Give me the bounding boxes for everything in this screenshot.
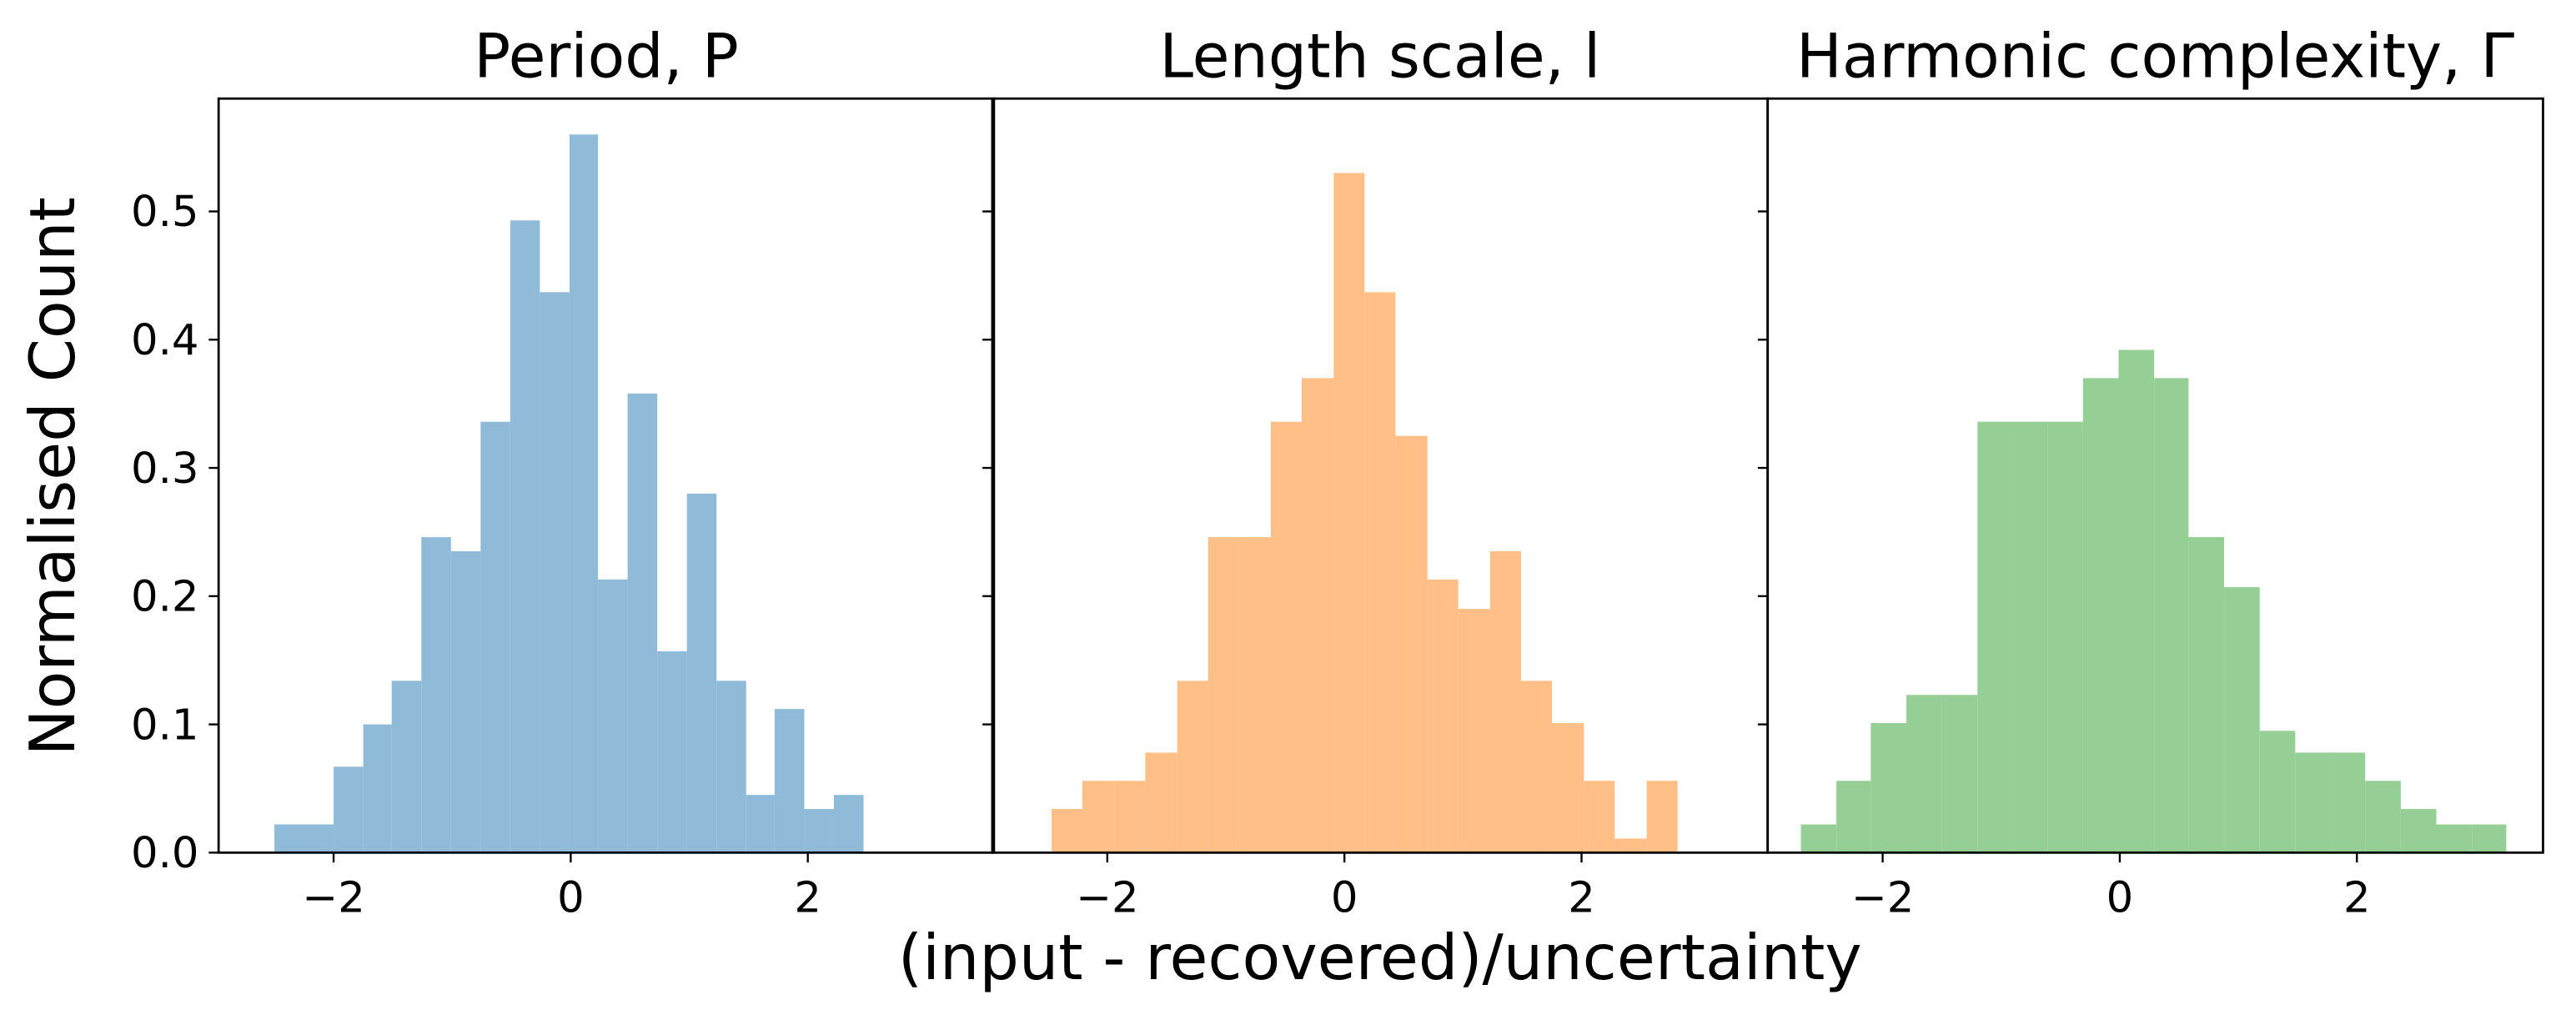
- bar: [1906, 695, 1942, 853]
- x-tick-label: 0: [1331, 872, 1358, 922]
- bar: [1301, 378, 1334, 853]
- bar: [334, 766, 364, 853]
- y-axis-label: Normalised Count: [17, 197, 89, 756]
- bar: [450, 550, 481, 853]
- bar: [2400, 809, 2437, 853]
- x-axis-label: (input - recovered)/uncertainty: [898, 922, 1862, 994]
- bar: [2047, 421, 2083, 853]
- y-tick-label: 0.0: [131, 828, 198, 878]
- bar: [569, 134, 599, 853]
- bar: [274, 824, 304, 853]
- y-tick-label: 0.5: [131, 187, 198, 237]
- bar: [1551, 723, 1584, 853]
- bar: [716, 681, 746, 853]
- bar: [2472, 824, 2507, 853]
- bar: [1614, 838, 1647, 853]
- bar: [1333, 173, 1365, 853]
- y-tick-label: 0.1: [131, 700, 198, 750]
- x-tick-label: 2: [1568, 872, 1595, 922]
- bar: [686, 493, 717, 853]
- bar: [1458, 609, 1491, 853]
- bar: [1177, 681, 1208, 853]
- bar: [833, 795, 864, 853]
- y-tick-label: 0.2: [131, 572, 198, 622]
- bar: [1082, 781, 1115, 853]
- bar: [1238, 537, 1272, 853]
- bar: [1646, 781, 1678, 853]
- bar: [1836, 781, 1871, 853]
- x-tick-label: −2: [302, 872, 364, 922]
- bar: [2330, 752, 2366, 853]
- bar: [804, 809, 834, 853]
- bar: [2259, 731, 2296, 853]
- bar: [1427, 579, 1459, 853]
- bar: [774, 709, 805, 853]
- bar: [746, 795, 775, 853]
- bar: [2188, 537, 2225, 853]
- panel-title: Period, P: [474, 22, 739, 93]
- axes-frame: [217, 97, 996, 854]
- bar: [1800, 824, 1837, 853]
- x-tick-label: 0: [557, 872, 585, 922]
- y-tick-label: 0.4: [131, 315, 198, 365]
- bar: [1114, 781, 1146, 853]
- bar: [1490, 550, 1521, 853]
- bar: [1520, 681, 1552, 853]
- bar: [627, 393, 658, 853]
- bar: [2154, 378, 2189, 853]
- x-tick-label: 0: [2106, 872, 2134, 922]
- x-tick-label: −2: [1076, 872, 1138, 922]
- x-tick-label: 2: [2343, 872, 2371, 922]
- bar: [1870, 723, 1907, 853]
- y-tick-label: 0.3: [131, 444, 198, 494]
- bar: [510, 220, 540, 853]
- bar: [1941, 695, 1978, 853]
- bar: [1052, 809, 1082, 853]
- bar: [598, 579, 628, 853]
- bar: [480, 421, 510, 853]
- bar: [304, 824, 334, 853]
- bar: [540, 292, 570, 853]
- bar: [421, 537, 451, 853]
- bar: [1977, 421, 2013, 853]
- x-tick-label: −2: [1851, 872, 1914, 922]
- axes-frame: [1766, 97, 2544, 854]
- panel-title: Harmonic complexity, Γ: [1796, 22, 2514, 93]
- bar: [2365, 781, 2401, 853]
- bar: [1584, 781, 1615, 853]
- bar: [2082, 378, 2119, 853]
- bar: [2436, 824, 2473, 853]
- bar: [391, 681, 422, 853]
- bar: [1145, 752, 1178, 853]
- bar: [2118, 349, 2155, 853]
- x-tick-label: 2: [794, 872, 821, 922]
- bar: [1395, 435, 1428, 853]
- bar: [2295, 752, 2331, 853]
- bar: [1364, 292, 1396, 853]
- bar: [2224, 587, 2260, 853]
- panel-title: Length scale, l: [1159, 22, 1600, 93]
- bar: [657, 651, 687, 853]
- bar: [2012, 421, 2048, 853]
- bar: [1208, 537, 1239, 853]
- bar: [363, 724, 392, 853]
- bar: [1271, 421, 1302, 853]
